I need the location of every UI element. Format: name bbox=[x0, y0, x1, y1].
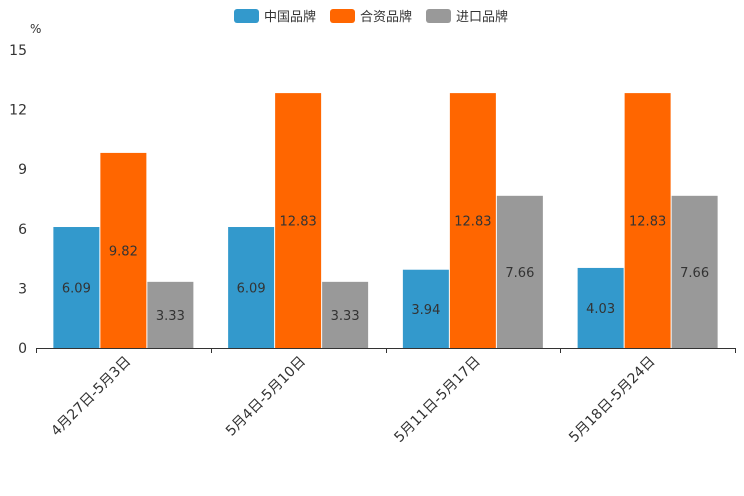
bar bbox=[100, 152, 147, 348]
bar-value-label: 7.66 bbox=[680, 266, 709, 281]
legend-item[interactable]: 进口品牌 bbox=[426, 9, 508, 25]
bar bbox=[496, 195, 543, 348]
x-tick-label: 4月27日-5月3日 bbox=[48, 354, 134, 440]
x-tick-label: 5月18日-5月24日 bbox=[566, 354, 658, 446]
legend-label: 中国品牌 bbox=[264, 9, 316, 25]
bar-value-label: 3.33 bbox=[331, 309, 360, 324]
bar bbox=[53, 227, 100, 348]
bar bbox=[402, 269, 449, 348]
bar-value-label: 4.03 bbox=[586, 302, 615, 317]
bar-value-label: 6.09 bbox=[237, 282, 266, 297]
x-tick-label: 5月11日-5月17日 bbox=[391, 354, 483, 446]
bar-labels: 6.09 9.82 3.33 6.09 12.83 3.33 3.94 12.83 7.66 4.… bbox=[62, 215, 709, 324]
legend-swatch bbox=[426, 9, 451, 23]
legend-label: 合资品牌 bbox=[360, 9, 412, 25]
y-tick-label: 9 bbox=[18, 162, 27, 178]
bar bbox=[624, 93, 671, 349]
bars bbox=[53, 93, 718, 349]
bar bbox=[228, 227, 275, 348]
y-tick-label: 6 bbox=[18, 222, 27, 238]
bar-value-label: 3.33 bbox=[156, 309, 185, 324]
bar-value-label: 12.83 bbox=[454, 215, 491, 230]
bar bbox=[275, 93, 322, 349]
legend-swatch bbox=[330, 9, 355, 23]
bar-value-label: 12.83 bbox=[280, 215, 317, 230]
x-axis: 4月27日-5月3日 5月4日-5月10日 5月11日-5月17日 5月18日-5月2… bbox=[36, 348, 736, 446]
bar-value-label: 3.94 bbox=[411, 303, 440, 318]
legend: 中国品牌 合资品牌 进口品牌 bbox=[234, 9, 508, 25]
legend-item[interactable]: 合资品牌 bbox=[330, 9, 412, 25]
y-tick-label: 12 bbox=[9, 103, 27, 119]
bar bbox=[449, 93, 496, 349]
y-axis-unit: % bbox=[30, 22, 41, 36]
bar-value-label: 12.83 bbox=[629, 215, 666, 230]
x-tick-label: 5月4日-5月10日 bbox=[223, 354, 309, 440]
bar bbox=[322, 281, 369, 348]
legend-item[interactable]: 中国品牌 bbox=[234, 9, 316, 25]
bar bbox=[147, 281, 194, 348]
y-tick-label: 15 bbox=[9, 43, 27, 59]
y-tick-label: 0 bbox=[18, 341, 27, 357]
y-tick-label: 3 bbox=[18, 281, 27, 297]
bar-value-label: 7.66 bbox=[505, 266, 534, 281]
y-axis: 0 3 6 9 12 15 bbox=[9, 43, 27, 357]
legend-label: 进口品牌 bbox=[456, 9, 508, 25]
bar bbox=[577, 267, 624, 348]
legend-swatch bbox=[234, 9, 259, 23]
bar-value-label: 6.09 bbox=[62, 282, 91, 297]
bar bbox=[671, 195, 718, 348]
bar-value-label: 9.82 bbox=[109, 244, 138, 259]
